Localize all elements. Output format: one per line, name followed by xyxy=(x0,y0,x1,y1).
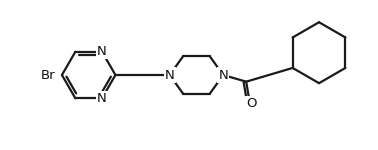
Text: N: N xyxy=(165,69,175,81)
Text: O: O xyxy=(246,98,256,111)
Text: N: N xyxy=(218,69,228,81)
Text: N: N xyxy=(97,92,107,105)
Text: N: N xyxy=(97,45,107,58)
Text: Br: Br xyxy=(40,69,55,81)
